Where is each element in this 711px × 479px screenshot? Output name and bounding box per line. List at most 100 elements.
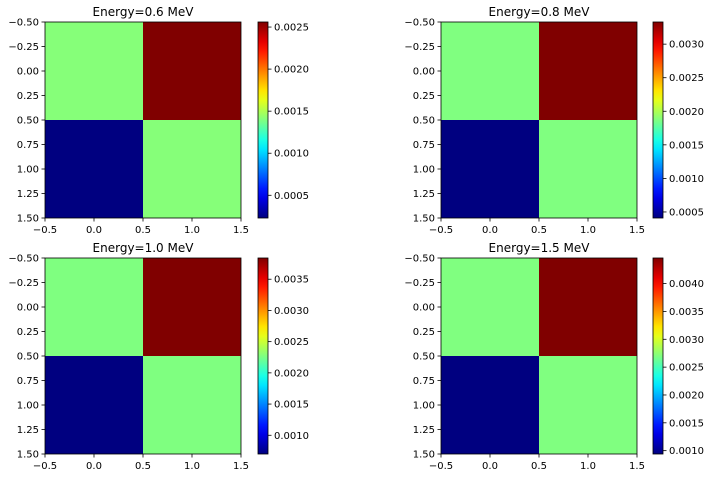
colorbar-tick-label: 0.0035 [274, 275, 309, 286]
y-tick-label: 1.50 [17, 214, 39, 225]
y-tick-label: 0.50 [413, 352, 435, 363]
colorbar-tick-label: 0.0030 [669, 335, 704, 346]
y-tick-label: 1.25 [413, 189, 435, 200]
y-tick-label: 1.25 [413, 425, 435, 436]
panel-title: Energy=1.5 MeV [489, 241, 591, 255]
y-tick-label: 0.00 [413, 67, 435, 78]
x-tick-label: 1.0 [184, 225, 200, 236]
x-tick-label: 0.5 [135, 225, 151, 236]
colorbar [653, 258, 663, 454]
y-tick-label: 0.25 [17, 91, 39, 102]
colorbar-frame [652, 21, 664, 219]
colorbar-tick-label: 0.0015 [669, 418, 704, 429]
x-tick-label: 1.5 [629, 225, 645, 236]
heatmap-cell [539, 258, 637, 356]
y-tick-label: 0.50 [17, 116, 39, 127]
y-tick-label: 0.25 [413, 327, 435, 338]
colorbar-tick-label: 0.0030 [669, 40, 704, 51]
colorbar-tick-label: 0.0020 [274, 368, 309, 379]
heatmap-cell [45, 356, 143, 454]
heatmap-cell [441, 22, 539, 120]
heatmap-cell [441, 258, 539, 356]
y-tick-label: 0.25 [413, 91, 435, 102]
x-tick-label: 0.5 [531, 225, 547, 236]
x-tick-label: 1.0 [580, 461, 596, 472]
heatmap-cell [45, 258, 143, 356]
y-tick-label: 0.00 [17, 303, 39, 314]
y-tick-label: 0.00 [413, 303, 435, 314]
y-tick-label: 1.25 [17, 425, 39, 436]
y-tick-label: −0.50 [404, 254, 435, 265]
colorbar [258, 22, 268, 218]
y-tick-label: 1.00 [17, 165, 39, 176]
x-tick-label: 0.0 [86, 225, 102, 236]
heatmap-cell [143, 120, 241, 218]
heatmap-panel-3: Energy=1.0 MeV −0.5 0.0 0.5 1.0 1.5 −0.50 −0.25… [8, 241, 309, 472]
colorbar-tick-label: 0.0010 [669, 446, 704, 457]
heatmap-cell [539, 356, 637, 454]
heatmap-cell [143, 258, 241, 356]
y-tick-label: 1.25 [17, 189, 39, 200]
colorbar-tick-label: 0.0025 [274, 337, 309, 348]
colorbar-tick-label: 0.0015 [274, 400, 309, 411]
colorbar-tick-label: 0.0035 [669, 307, 704, 318]
y-tick-label: 0.25 [17, 327, 39, 338]
y-tick-label: −0.25 [404, 42, 435, 53]
colorbar-tick-label: 0.0010 [669, 174, 704, 185]
y-tick-label: 0.75 [413, 140, 435, 151]
heatmap-panel-4: Energy=1.5 MeV −0.5 0.0 0.5 1.0 1.5 −0.50 −0.25… [404, 241, 704, 472]
y-tick-label: 0.50 [17, 352, 39, 363]
colorbar-tick-label: 0.0040 [669, 279, 704, 290]
x-tick-label: 0.5 [135, 461, 151, 472]
y-tick-label: 1.00 [413, 165, 435, 176]
y-tick-label: −0.25 [8, 42, 39, 53]
y-tick-label: 1.00 [413, 401, 435, 412]
x-tick-label: 0.5 [531, 461, 547, 472]
y-tick-label: −0.25 [404, 278, 435, 289]
x-tick-label: 1.5 [233, 225, 249, 236]
panel-title: Energy=1.0 MeV [93, 241, 195, 255]
y-tick-label: 0.75 [413, 376, 435, 387]
colorbar-tick-label: 0.0020 [669, 107, 704, 118]
heatmap-cell [539, 120, 637, 218]
y-tick-label: −0.50 [8, 254, 39, 265]
colorbar-frame [257, 257, 269, 455]
colorbar-tick-label: 0.0020 [274, 65, 309, 76]
heatmap-cell [441, 120, 539, 218]
y-tick-label: 0.75 [17, 376, 39, 387]
x-tick-label: 1.0 [184, 461, 200, 472]
panel-title: Energy=0.6 MeV [93, 5, 195, 19]
y-tick-label: 0.75 [17, 140, 39, 151]
colorbar-tick-label: 0.0025 [669, 73, 704, 84]
x-tick-label: −0.5 [33, 461, 57, 472]
colorbar-tick-label: 0.0010 [274, 431, 309, 442]
colorbar-tick-label: 0.0005 [274, 191, 309, 202]
panel-title: Energy=0.8 MeV [489, 5, 591, 19]
x-tick-label: −0.5 [33, 225, 57, 236]
x-tick-label: 0.0 [482, 225, 498, 236]
colorbar-tick-label: 0.0020 [669, 390, 704, 401]
heatmap-cell [143, 22, 241, 120]
y-tick-label: 1.50 [17, 450, 39, 461]
x-tick-label: 1.5 [233, 461, 249, 472]
colorbar [258, 258, 268, 454]
colorbar-frame [257, 21, 269, 219]
y-tick-label: −0.50 [404, 18, 435, 29]
colorbar-tick-label: 0.0010 [274, 149, 309, 160]
colorbar-tick-label: 0.0030 [274, 306, 309, 317]
heatmap-cell [45, 120, 143, 218]
colorbar-tick-label: 0.0015 [669, 140, 704, 151]
colorbar-tick-label: 0.0025 [274, 23, 309, 34]
colorbar-tick-label: 0.0025 [669, 363, 704, 374]
y-tick-label: −0.50 [8, 18, 39, 29]
y-tick-label: 1.50 [413, 450, 435, 461]
colorbar-frame [652, 257, 664, 455]
colorbar [653, 22, 663, 218]
heatmap-panel-1: Energy=0.6 MeV −0.5 0.0 0.5 1.0 1.5 −0.50 −0.25… [8, 5, 309, 236]
colorbar-tick-label: 0.0015 [274, 107, 309, 118]
x-tick-label: −0.5 [429, 461, 453, 472]
y-tick-label: 0.50 [413, 116, 435, 127]
x-tick-label: 1.0 [580, 225, 596, 236]
colorbar-tick-label: 0.0005 [669, 207, 704, 218]
